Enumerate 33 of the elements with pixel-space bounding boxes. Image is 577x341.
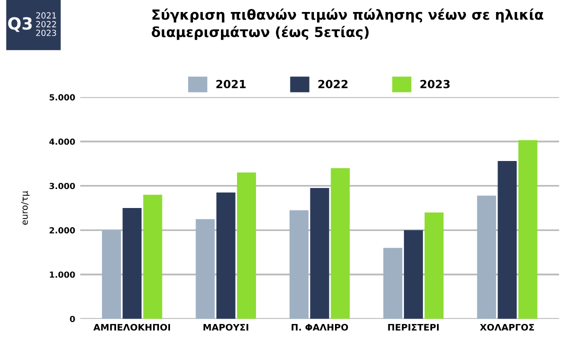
bar bbox=[196, 219, 215, 319]
chart-title: Σύγκριση πιθανών τιμών πώλησης νέων σε ηλικία διαμερισμάτων (έως 5ετίας) bbox=[152, 8, 544, 40]
text: Q3 bbox=[8, 17, 32, 32]
legend-label: 2022 bbox=[318, 80, 348, 88]
bar bbox=[330, 168, 350, 319]
bar bbox=[383, 248, 402, 319]
x-tick-label: Π. ΦΑΛΗΡΟ bbox=[292, 324, 348, 331]
x-tick-label: ΑΜΠΕΛΟΚΗΠΟΙ bbox=[93, 324, 170, 331]
y-tick-label: 0 bbox=[70, 316, 75, 322]
bar bbox=[310, 188, 330, 319]
bar bbox=[216, 192, 236, 319]
y-axis-title: euro/τμ bbox=[21, 190, 30, 225]
bar bbox=[102, 230, 121, 319]
bar bbox=[498, 161, 517, 319]
y-tick-label: 2.000 bbox=[50, 227, 75, 234]
bar bbox=[477, 196, 496, 319]
text: 2021 2022 2023 bbox=[36, 12, 56, 36]
bar bbox=[122, 208, 142, 319]
y-tick-label: 3.000 bbox=[50, 182, 75, 190]
bar bbox=[290, 210, 309, 319]
x-tick-label: ΜΑΡΟΥΣΙ bbox=[204, 324, 248, 331]
bar bbox=[424, 212, 444, 319]
y-tick-label: 1.000 bbox=[50, 271, 75, 278]
bar bbox=[237, 172, 256, 319]
legend-label: 2023 bbox=[420, 80, 450, 88]
x-tick-label: ΠΕΡΙΣΤΕΡΙ bbox=[388, 324, 439, 331]
bar bbox=[143, 194, 162, 319]
x-tick-label: ΧΟΛΑΡΓΟΣ bbox=[480, 324, 534, 331]
y-tick-label: 4.000 bbox=[49, 138, 75, 145]
bar bbox=[404, 230, 423, 319]
bar bbox=[518, 140, 538, 319]
legend-label: 2021 bbox=[216, 80, 246, 88]
y-tick-label: 5.000 bbox=[50, 94, 75, 100]
